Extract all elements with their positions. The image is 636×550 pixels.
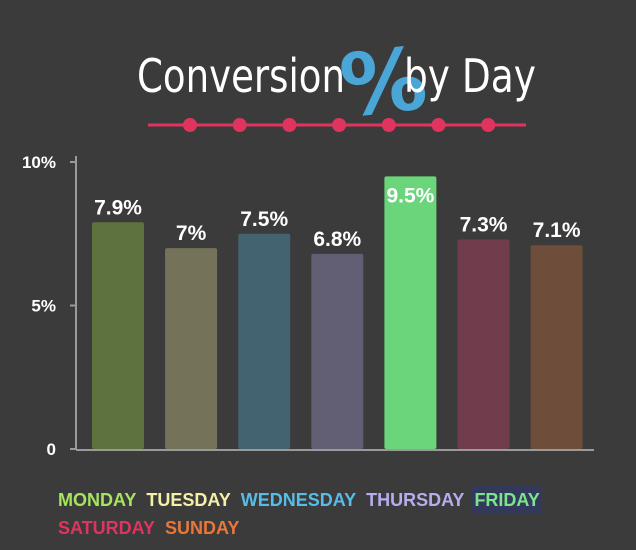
underline-dot <box>183 118 197 132</box>
y-ticks: 0 5% 10% <box>22 153 76 459</box>
bar-value-label: 7.9% <box>94 196 142 219</box>
underline-dot <box>431 118 446 132</box>
legend-item-saturday[interactable]: SATURDAY <box>58 518 156 538</box>
bar-thursday[interactable] <box>311 253 364 449</box>
y-tick-label: 10% <box>22 153 56 172</box>
bar-friday[interactable] <box>384 176 437 449</box>
bar-value-label: 7.1% <box>533 219 581 242</box>
bar-value-label: 7% <box>176 222 207 245</box>
legend-item-wednesday[interactable]: WEDNESDAY <box>240 490 357 510</box>
bar-wednesday[interactable] <box>238 233 291 449</box>
legend-item-monday[interactable]: MONDAY <box>58 490 137 510</box>
underline-dot <box>332 118 347 132</box>
bar-saturday[interactable] <box>457 239 510 449</box>
bar-sunday[interactable] <box>530 245 583 449</box>
underline-dot <box>232 118 247 132</box>
underline-dot <box>481 118 496 132</box>
underline-dot <box>282 118 297 132</box>
bar-value-label: 7.5% <box>240 208 288 231</box>
chart-title: Conversion % by Day <box>137 29 536 137</box>
legend-item-friday[interactable]: FRIDAY <box>472 486 542 514</box>
bar-value-label: 6.8% <box>313 228 361 251</box>
legend-item-thursday[interactable]: THURSDAY <box>366 490 465 510</box>
underline-dot <box>381 118 396 132</box>
legend-item-tuesday[interactable]: TUESDAY <box>146 490 231 510</box>
bar-value-labels: 7.9% 7% 7.5% 6.8% 9.5% 7.3% 7.1% <box>94 184 581 250</box>
y-tick-label: 5% <box>31 297 56 316</box>
legend-item-sunday[interactable]: SUNDAY <box>165 518 240 538</box>
title-text-after: by Day <box>404 49 536 103</box>
bar-value-label: 7.3% <box>460 213 508 236</box>
percent-symbol: % <box>335 29 431 137</box>
legend: MONDAY TUESDAY WEDNESDAY THURSDAY FRIDAY SATU… <box>56 486 616 542</box>
bar-tuesday[interactable] <box>165 248 218 449</box>
bar-value-label: 9.5% <box>386 184 434 207</box>
bars <box>92 176 583 449</box>
bar-monday[interactable] <box>92 222 144 449</box>
title-underline <box>148 118 526 132</box>
y-tick-label: 0 <box>47 440 56 459</box>
chart-axes <box>75 156 594 451</box>
title-text-before: Conversion <box>137 49 345 103</box>
